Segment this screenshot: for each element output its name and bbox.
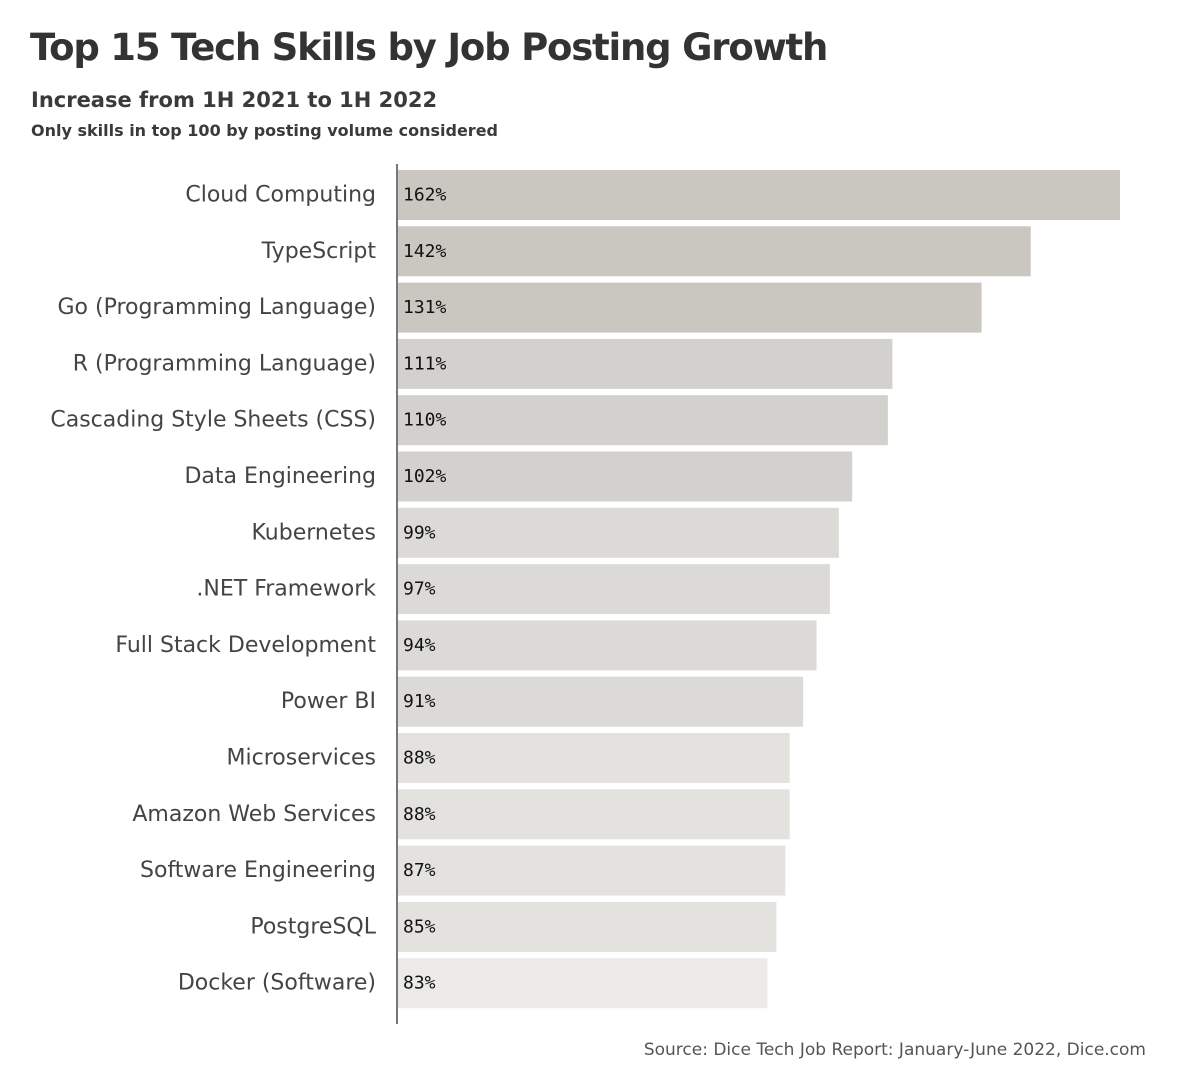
value-label: 110%: [403, 410, 447, 431]
category-label: Microservices: [227, 746, 376, 771]
source-note: Source: Dice Tech Job Report: January-Ju…: [643, 1040, 1146, 1060]
value-label: 142%: [403, 241, 447, 262]
category-label: Power BI: [281, 689, 376, 714]
bar: [397, 789, 790, 840]
category-label: Amazon Web Services: [132, 802, 376, 827]
value-label: 102%: [403, 466, 447, 487]
value-label: 97%: [403, 579, 436, 600]
category-label: R (Programming Language): [73, 351, 376, 376]
value-label: 87%: [403, 860, 436, 881]
category-label: Kubernetes: [251, 520, 376, 545]
category-label: Software Engineering: [140, 858, 376, 883]
value-label: 88%: [403, 748, 436, 769]
value-label: 88%: [403, 804, 436, 825]
bar: [397, 901, 777, 952]
category-label: Docker (Software): [178, 971, 376, 996]
bar: [397, 226, 1031, 277]
category-label: .NET Framework: [196, 577, 376, 602]
value-label: 111%: [403, 353, 447, 374]
category-label: Go (Programming Language): [57, 295, 376, 320]
value-label: 94%: [403, 635, 436, 656]
bar: [397, 451, 853, 502]
bar: [397, 170, 1120, 220]
bar: [397, 845, 786, 896]
bar: [397, 282, 982, 333]
category-label: Full Stack Development: [115, 633, 376, 658]
category-label: Cascading Style Sheets (CSS): [50, 408, 376, 433]
bar: [397, 733, 790, 783]
category-label: Data Engineering: [184, 464, 376, 489]
bar: [397, 564, 830, 615]
value-label: 131%: [403, 297, 447, 318]
bar: [397, 620, 817, 671]
bar: [397, 338, 893, 389]
value-label: 99%: [403, 522, 436, 543]
chart-title: Top 15 Tech Skills by Job Posting Growth: [30, 26, 828, 69]
bar: [397, 958, 768, 1009]
value-label: 91%: [403, 691, 436, 712]
bar: [397, 676, 804, 727]
chart-subtitle: Increase from 1H 2021 to 1H 2022: [31, 88, 438, 112]
category-label: Cloud Computing: [185, 183, 376, 208]
chart-note: Only skills in top 100 by posting volume…: [31, 121, 498, 140]
bar: [397, 507, 839, 558]
bar: [397, 395, 888, 446]
value-label: 85%: [403, 916, 436, 937]
category-label: PostgreSQL: [250, 914, 376, 939]
value-label: 83%: [403, 973, 436, 994]
value-label: 162%: [403, 185, 447, 206]
category-label: TypeScript: [261, 239, 377, 264]
